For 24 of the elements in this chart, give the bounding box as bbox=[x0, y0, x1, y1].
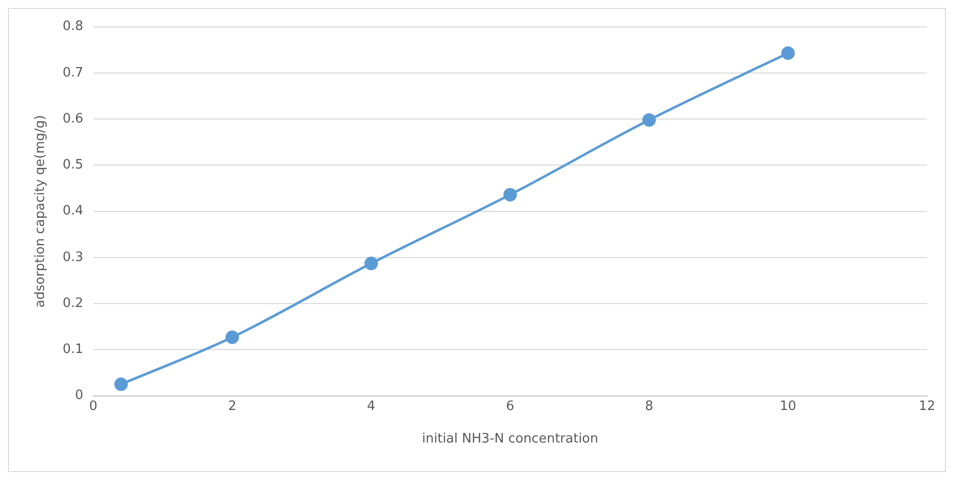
x-tick-label: 4 bbox=[367, 398, 376, 414]
point bbox=[503, 188, 517, 202]
y-tick-label: 0.3 bbox=[62, 250, 84, 265]
x-tick-label: 12 bbox=[918, 398, 936, 414]
y-tick-label: 0.4 bbox=[62, 204, 84, 219]
y-axis-title: adsorption capacity qe(mg/g) bbox=[33, 115, 48, 308]
y-tick-label: 0.1 bbox=[62, 342, 84, 358]
point bbox=[364, 256, 378, 270]
x-tick-label: 10 bbox=[780, 398, 796, 414]
x-tick-label: 0 bbox=[89, 398, 98, 414]
y-tick-label: 0.7 bbox=[62, 65, 84, 80]
x-tick-label: 8 bbox=[644, 398, 654, 414]
y-tick-label: 0 bbox=[74, 388, 84, 404]
y-tick-label: 0.8 bbox=[62, 19, 84, 34]
y-tick-label: 0.2 bbox=[62, 296, 84, 311]
point bbox=[225, 330, 239, 344]
point bbox=[114, 378, 128, 392]
point bbox=[781, 46, 795, 60]
y-tick-label: 0.5 bbox=[62, 158, 84, 173]
x-tick-label: 2 bbox=[228, 398, 236, 414]
x-tick-label: 6 bbox=[506, 398, 514, 414]
point bbox=[642, 113, 656, 127]
y-tick-label: 0.6 bbox=[62, 111, 84, 126]
x-axis-title: initial NH3-N concentration bbox=[422, 432, 598, 447]
